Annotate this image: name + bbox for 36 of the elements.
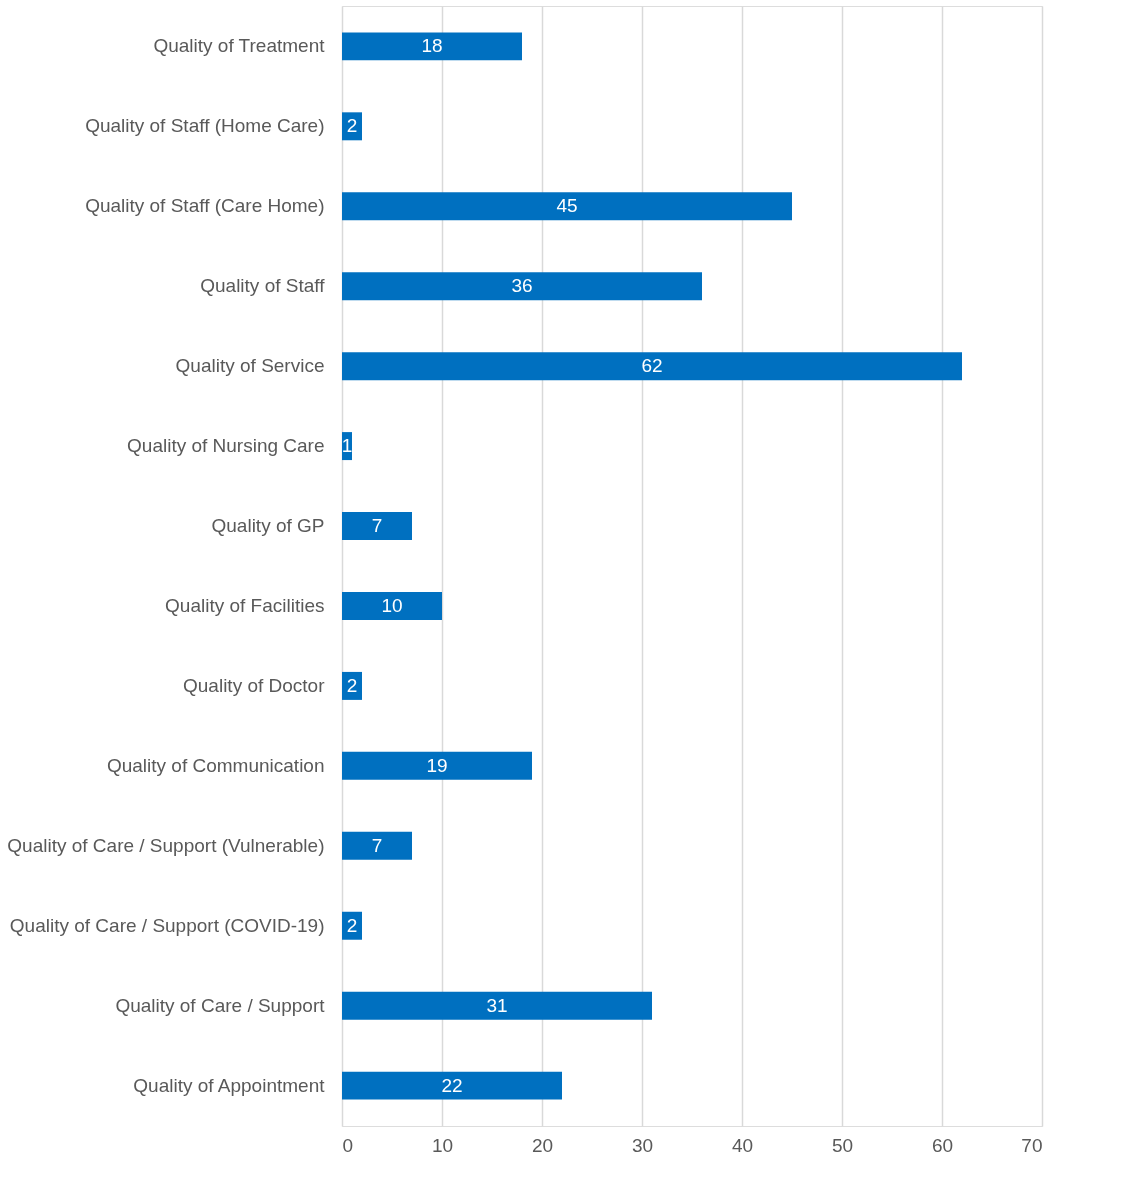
x-tick-label: 0 <box>342 1134 354 1156</box>
y-tick-label: Quality of Staff <box>200 275 326 297</box>
x-tick-label: 70 <box>1021 1134 1043 1156</box>
y-tick-label: Quality of GP <box>211 515 325 537</box>
y-tick-label: Quality of Staff (Care Home) <box>85 195 325 217</box>
data-label: 36 <box>511 275 533 297</box>
data-label: 7 <box>371 515 383 537</box>
y-tick-label: Quality of Doctor <box>183 674 326 696</box>
y-tick-label: Quality of Service <box>175 355 325 377</box>
y-tick-label: Quality of Care / Support (Vulnerable) <box>7 834 325 856</box>
x-tick-label: 50 <box>831 1134 854 1156</box>
x-tick-label: 30 <box>631 1134 654 1156</box>
data-label: 62 <box>641 355 663 377</box>
data-label: 7 <box>371 834 383 856</box>
y-tick-label: Quality of Treatment <box>153 35 326 57</box>
data-label: 22 <box>441 1074 463 1096</box>
data-label: 10 <box>381 594 403 616</box>
data-label: 1 <box>341 435 353 457</box>
y-tick-label: Quality of Care / Support (COVID-19) <box>9 914 325 936</box>
data-label: 31 <box>486 994 508 1016</box>
data-label: 2 <box>346 914 358 936</box>
x-tick-label: 60 <box>931 1134 954 1156</box>
y-tick-label: Quality of Care / Support <box>115 994 326 1016</box>
data-label: 45 <box>556 195 578 217</box>
data-label: 18 <box>421 35 443 57</box>
y-tick-label: Quality of Facilities <box>165 594 325 616</box>
data-label: 19 <box>426 754 448 776</box>
y-tick-label: Quality of Appointment <box>133 1074 326 1096</box>
data-label: 2 <box>346 115 358 137</box>
y-tick-label: Quality of Communication <box>106 754 325 776</box>
x-tick-label: 20 <box>531 1134 554 1156</box>
x-tick-label: 40 <box>731 1134 754 1156</box>
y-tick-label: Quality of Staff (Home Care) <box>85 115 325 137</box>
y-tick-label: Quality of Nursing Care <box>127 435 325 457</box>
data-label: 2 <box>346 674 358 696</box>
x-tick-label: 10 <box>431 1134 454 1156</box>
